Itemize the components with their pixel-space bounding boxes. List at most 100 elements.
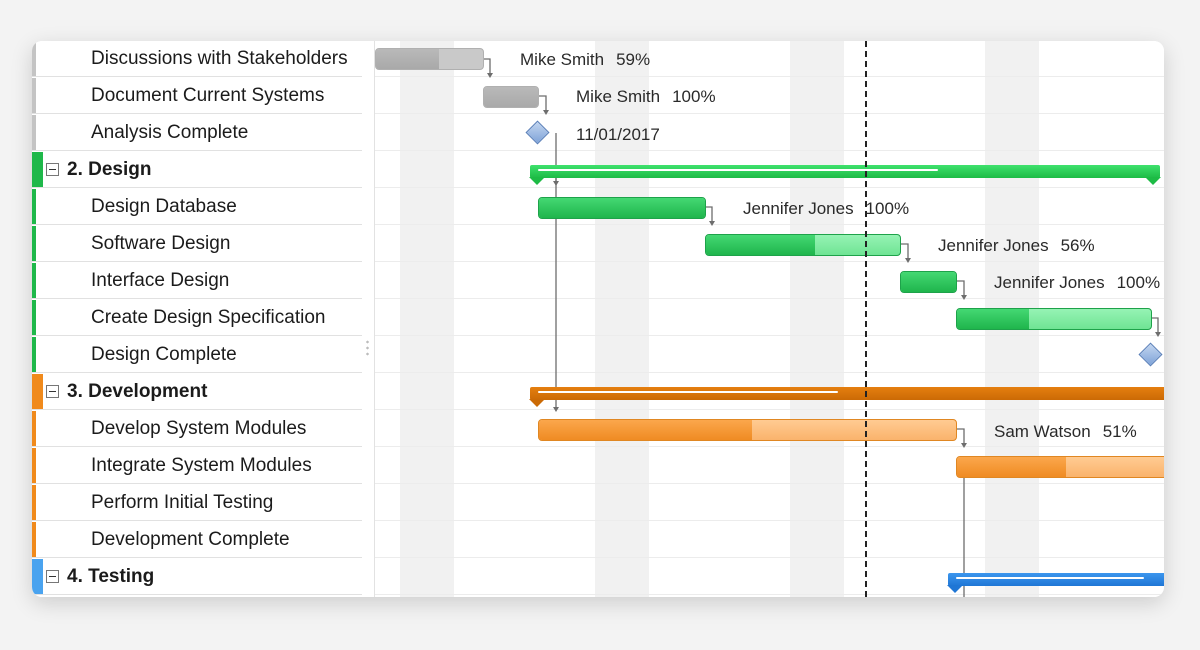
summary-bar-testing[interactable]	[947, 573, 1164, 593]
task-row-development-complete[interactable]: Development Complete	[32, 522, 362, 558]
summary-progress	[538, 169, 938, 171]
phase-stripe	[32, 374, 43, 409]
arrow-head	[961, 443, 967, 448]
bar-label: Jennifer Jones 100%	[743, 199, 909, 219]
task-label: Discussions with Stakeholders	[91, 48, 348, 69]
task-row-design-complete[interactable]: Design Complete	[32, 337, 362, 373]
weekend-column	[790, 41, 844, 597]
task-bar-interface-design[interactable]	[900, 271, 957, 293]
percent: 56%	[1060, 236, 1095, 255]
task-label: Design Complete	[91, 344, 237, 365]
timeline-row	[375, 559, 1164, 595]
splitter-handle[interactable]	[362, 41, 375, 597]
minus-square-icon[interactable]	[46, 163, 59, 176]
percent: 59%	[616, 50, 651, 69]
bar-label: Mike Smith 59%	[520, 50, 650, 70]
summary-body	[530, 165, 1160, 178]
timeline-row	[375, 485, 1164, 521]
task-row-initial-testing[interactable]: Perform Initial Testing	[32, 485, 362, 521]
timeline-row	[375, 78, 1164, 114]
assignee: Jennifer Jones	[938, 236, 1049, 255]
timeline-row	[375, 189, 1164, 225]
task-row-develop-modules[interactable]: Develop System Modules	[32, 411, 362, 447]
task-row-design-database[interactable]: Design Database	[32, 189, 362, 225]
dependency-link	[539, 95, 547, 111]
summary-cap	[947, 585, 963, 593]
phase-stripe	[32, 41, 36, 76]
group-label: 3. Development	[67, 381, 208, 402]
assignee: Jennifer Jones	[743, 199, 854, 218]
timeline-row	[375, 263, 1164, 299]
task-bar-document-systems[interactable]	[483, 86, 539, 108]
timeline-row	[375, 448, 1164, 484]
task-row-software-design[interactable]: Software Design	[32, 226, 362, 262]
dependency-link	[1151, 317, 1159, 333]
percent: 51%	[1102, 422, 1137, 441]
task-label: Create Design Specification	[91, 307, 326, 328]
assignee: Mike Smith	[520, 50, 605, 69]
task-label: Design Database	[91, 196, 237, 217]
splitter-handle-icon	[366, 339, 369, 357]
phase-stripe	[32, 226, 36, 261]
gantt-chart: Discussions with Stakeholders Document C…	[32, 41, 1164, 597]
phase-stripe	[32, 263, 36, 298]
task-bar-discussions[interactable]	[375, 48, 484, 70]
summary-bar-design[interactable]	[529, 165, 1161, 185]
phase-stripe	[32, 78, 36, 113]
dependency-link	[483, 58, 491, 74]
phase-stripe	[32, 337, 36, 372]
task-label: Development Complete	[91, 529, 290, 550]
task-row-document-systems[interactable]: Document Current Systems	[32, 78, 362, 114]
minus-square-icon[interactable]	[46, 570, 59, 583]
progress-fill	[957, 309, 1029, 329]
task-row-integrate-modules[interactable]: Integrate System Modules	[32, 448, 362, 484]
summary-progress	[538, 391, 838, 393]
arrow-head	[553, 181, 559, 186]
timeline-row	[375, 115, 1164, 151]
task-row-design-spec[interactable]: Create Design Specification	[32, 300, 362, 336]
arrow-head	[487, 73, 493, 78]
timeline-row	[375, 41, 1164, 77]
arrow-head	[709, 221, 715, 226]
assignee: Sam Watson	[994, 422, 1091, 441]
task-bar-software-design[interactable]	[705, 234, 901, 256]
phase-stripe	[32, 189, 36, 224]
phase-stripe	[32, 152, 43, 187]
timeline-row	[375, 522, 1164, 558]
task-bar-develop-modules[interactable]	[538, 419, 957, 441]
today-marker	[865, 41, 867, 597]
task-label: Develop System Modules	[91, 418, 307, 439]
phase-stripe	[32, 300, 36, 335]
group-row-development[interactable]: 3. Development	[32, 374, 362, 410]
bar-label: Jennifer Jones 56%	[938, 236, 1095, 256]
assignee: Mike Smith	[576, 87, 661, 106]
task-grid: Discussions with Stakeholders Document C…	[32, 41, 363, 597]
group-row-design[interactable]: 2. Design	[32, 152, 362, 188]
phase-stripe	[32, 522, 36, 557]
dependency-link	[705, 206, 713, 222]
timeline-row	[375, 152, 1164, 188]
task-bar-design-spec[interactable]	[956, 308, 1152, 330]
task-bar-design-database[interactable]	[538, 197, 706, 219]
group-row-testing[interactable]: 4. Testing	[32, 559, 362, 595]
task-row-interface-design[interactable]: Interface Design	[32, 263, 362, 299]
group-label: 2. Design	[67, 159, 152, 180]
summary-body	[948, 573, 1164, 586]
milestone-date: 11/01/2017	[576, 125, 660, 144]
minus-square-icon[interactable]	[46, 385, 59, 398]
task-bar-integrate-modules[interactable]	[956, 456, 1164, 478]
arrow-head	[543, 110, 549, 115]
summary-progress	[956, 577, 1144, 579]
task-label: Perform Initial Testing	[91, 492, 274, 513]
task-row-analysis-complete[interactable]: Analysis Complete	[32, 115, 362, 151]
task-row-discussions[interactable]: Discussions with Stakeholders	[32, 41, 362, 77]
progress-fill	[376, 49, 440, 69]
task-label: Document Current Systems	[91, 85, 325, 106]
progress-fill	[539, 198, 705, 218]
progress-fill	[706, 235, 815, 255]
summary-bar-development[interactable]	[529, 387, 1164, 407]
task-label: Analysis Complete	[91, 122, 249, 143]
bar-label: Jennifer Jones 100%	[994, 273, 1160, 293]
progress-fill	[901, 272, 956, 292]
dependency-link	[956, 280, 965, 296]
